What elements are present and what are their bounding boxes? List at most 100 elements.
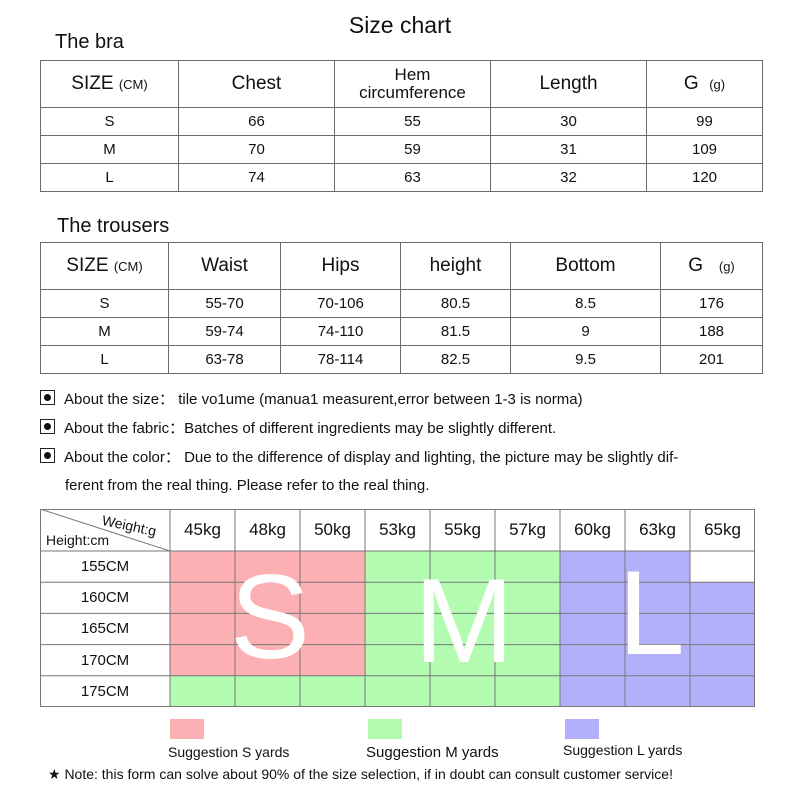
grid-cell: [495, 675, 560, 707]
grid-cell: [235, 644, 300, 676]
grid-cell: [625, 551, 690, 583]
grid-cell: [560, 675, 625, 707]
grid-cell: [300, 582, 365, 614]
grid-cell: [625, 582, 690, 614]
header-height: height: [400, 242, 511, 290]
grid-cell: [430, 675, 495, 707]
footnote: ★ Note: this form can solve about 90% of…: [48, 766, 673, 782]
grid-cell: [300, 613, 365, 645]
grid-cell: [170, 582, 235, 614]
header-size: SIZE (CM): [40, 242, 169, 290]
height-label: 155CM: [80, 558, 130, 575]
weight-header: 55kg: [444, 520, 481, 539]
page-title: Size chart: [348, 12, 452, 38]
table-row: L 63-78 78-114 82.5 9.5 201: [40, 345, 763, 374]
grid-cell: [495, 613, 560, 645]
corner-diagonal: [40, 509, 170, 551]
grid-cell: [625, 644, 690, 676]
grid-cell: [170, 613, 235, 645]
trousers-section-title: The trousers: [57, 215, 170, 237]
grid-cell: [625, 675, 690, 707]
header-weight: G (g): [660, 242, 763, 290]
weight-header: 50kg: [314, 520, 351, 539]
grid-cell: [560, 644, 625, 676]
size-letter-s: S: [230, 550, 311, 684]
legend-swatch-l: [565, 719, 599, 739]
table-row: S 55-70 70-106 80.5 8.5 176: [40, 289, 763, 318]
grid-cell: [625, 613, 690, 645]
legend-swatch-m: [368, 719, 402, 739]
grid-cell: [170, 551, 235, 583]
grid-cell: [690, 551, 755, 583]
grid-cell: [235, 675, 300, 707]
notes: About the size： tile vo1ume (manua1 meas…: [40, 390, 780, 500]
grid-cell: [690, 582, 755, 614]
size-letter-l: L: [618, 546, 685, 680]
legend: Suggestion S yards Suggestion M yards Su…: [0, 719, 800, 761]
header-size: SIZE (CM): [40, 60, 179, 108]
grid-cell: [495, 582, 560, 614]
legend-label-l: Suggestion L yards: [563, 742, 683, 758]
legend-swatch-s: [170, 719, 204, 739]
height-label: 165CM: [80, 620, 130, 638]
grid-cell: [300, 644, 365, 676]
grid-cell: [495, 644, 560, 676]
grid-cell: [430, 644, 495, 676]
grid-cell: [560, 613, 625, 645]
size-grid: Weight:g Height:cm 45kg 48kg 50kg 53kg 55kg 57k…: [40, 509, 760, 707]
grid-cell: [170, 644, 235, 676]
grid-cell: [365, 613, 430, 645]
note-color-continued: ferent from the real thing. Please refer…: [65, 477, 430, 494]
table-row: M 59-74 74-110 81.5 9 188: [40, 317, 763, 346]
legend-label-s: Suggestion S yards: [168, 744, 290, 760]
grid-cell: [560, 551, 625, 583]
weight-header: 63kg: [639, 520, 676, 539]
grid-cell: [235, 582, 300, 614]
header-hips: Hips: [280, 242, 401, 290]
header-bottom: Bottom: [510, 242, 661, 290]
grid-cell: [365, 644, 430, 676]
grid-cell: [430, 582, 495, 614]
grid-cell: [365, 675, 430, 707]
note-size: About the size： tile vo1ume (manua1 meas…: [40, 390, 583, 410]
grid-cell: [235, 613, 300, 645]
grid-cell: [300, 551, 365, 583]
bra-section-title: The bra: [55, 31, 124, 53]
grid-cell: [430, 551, 495, 583]
header-chest: Chest: [178, 60, 335, 108]
header-hem-circumference: Hem circumference: [334, 60, 491, 108]
grid-cell: [690, 644, 755, 676]
bullet-icon: [40, 448, 55, 463]
grid-cell: [300, 675, 365, 707]
bra-table: SIZE (CM) Chest Hem circumference Length …: [40, 60, 763, 192]
grid-lines: [40, 509, 755, 707]
grid-cell: [365, 551, 430, 583]
bullet-icon: [40, 419, 55, 434]
weight-header: 45kg: [184, 520, 221, 539]
weight-header: 60kg: [574, 520, 611, 539]
header-length: Length: [490, 60, 647, 108]
table-row: L 74 63 32 120: [40, 163, 763, 192]
grid-cell: [430, 613, 495, 645]
grid-cell: [170, 675, 235, 707]
table-row: S 66 55 30 99: [40, 107, 763, 136]
weight-header: 65kg: [704, 520, 741, 539]
height-label: 160CM: [80, 589, 130, 607]
note-fabric: About the fabric：Batches of different in…: [40, 419, 556, 439]
header-weight: G (g): [646, 60, 763, 108]
weight-header: 48kg: [249, 520, 286, 539]
legend-label-m: Suggestion M yards: [366, 744, 499, 761]
trousers-table: SIZE (CM) Waist Hips height Bottom G (g)…: [40, 242, 763, 374]
grid-cell: [560, 582, 625, 614]
grid-cell: [690, 675, 755, 707]
grid-cell: [495, 551, 560, 583]
table-row: M 70 59 31 109: [40, 135, 763, 164]
note-color: About the color： Due to the difference o…: [40, 448, 678, 468]
weight-header: 57kg: [509, 520, 546, 539]
height-axis-label: Height:cm: [46, 532, 110, 548]
weight-header: 53kg: [379, 520, 416, 539]
bullet-icon: [40, 390, 55, 405]
height-label: 175CM: [80, 682, 130, 700]
height-label: 170CM: [80, 651, 130, 669]
grid-cell: [235, 551, 300, 583]
